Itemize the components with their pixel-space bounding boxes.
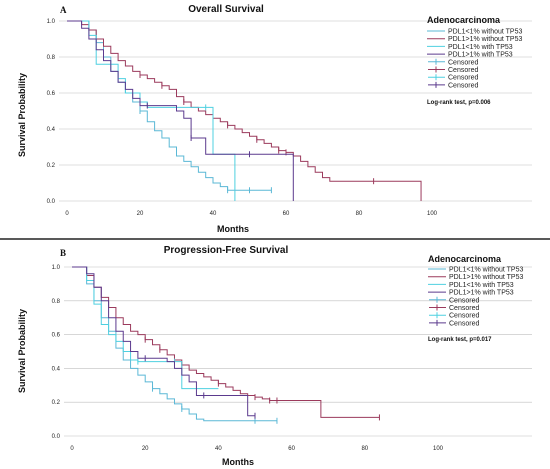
panel-a: A Overall Survival Survival Probability …: [17, 4, 532, 234]
panel-b-legend-label: PDL1<1% with TP53: [449, 282, 514, 289]
panel-a-x-tick-label: 20: [137, 211, 144, 217]
panel-a-y-label: Survival Probability: [17, 73, 27, 157]
panel-a-plot: [67, 20, 422, 201]
panel-b-logrank: Log-rank test, p=0.017: [428, 337, 492, 343]
panel-a-logrank: Log-rank test, p=0.006: [427, 100, 491, 106]
panel-b-x-tick-label: 80: [361, 446, 368, 452]
panel-a-legend: Adenocarcinoma PDL1<1% without TP53PDL1>…: [427, 15, 522, 106]
panel-a-y-tick-label: 1.0: [47, 19, 56, 25]
panel-a-legend-label: Censored: [448, 59, 478, 66]
panel-a-legend-label: Censored: [448, 75, 478, 82]
panel-b-y-tick-label: 0.8: [52, 299, 61, 305]
panel-b-legend-label: Censored: [449, 297, 479, 304]
panel-b-y-tick-label: 0.2: [52, 400, 61, 406]
panel-b-plot: [72, 266, 380, 424]
panel-b-legend-label: Censored: [449, 320, 479, 327]
panel-a-legend-title: Adenocarcinoma: [427, 15, 501, 25]
panel-a-y-tick-label: 0.0: [47, 199, 56, 205]
panel-b-x-ticks: 0 20 40 60 80 100: [70, 446, 443, 452]
panel-b-legend: Adenocarcinoma PDL1<1% without TP53PDL1>…: [428, 254, 523, 343]
panel-b-y-tick-label: 1.0: [52, 265, 61, 271]
panel-b: B Progression-Free Survival Survival Pro…: [17, 245, 532, 467]
panel-b-x-tick-label: 20: [142, 446, 149, 452]
panel-a-y-tick-label: 0.2: [47, 163, 56, 169]
panel-a-x-ticks: 0 20 40 60 80 100: [65, 211, 437, 217]
panel-b-legend-label: Censored: [449, 305, 479, 312]
panel-a-x-tick-label: 40: [210, 211, 217, 217]
panel-b-legend-title: Adenocarcinoma: [428, 254, 502, 264]
panel-a-legend-label: PDL1>1% without TP53: [448, 36, 522, 43]
panel-b-y-tick-label: 0.4: [52, 366, 61, 372]
panel-a-legend-label: PDL1>1% with TP53: [448, 52, 513, 59]
panel-b-y-tick-label: 0.0: [52, 434, 61, 440]
panel-b-y-ticks: 0.0 0.2 0.4 0.6 0.8 1.0: [52, 265, 61, 440]
panel-a-x-tick-label: 60: [283, 211, 290, 217]
panel-a-legend-label: PDL1<1% with TP53: [448, 44, 513, 51]
panel-b-legend-label: PDL1>1% with TP53: [449, 290, 514, 297]
panel-a-y-tick-label: 0.8: [47, 55, 56, 61]
panel-b-y-tick-label: 0.6: [52, 333, 61, 339]
panel-b-y-label: Survival Probability: [17, 309, 27, 393]
panel-b-x-tick-label: 0: [70, 446, 74, 452]
panel-a-series-1-line: [67, 20, 272, 191]
panel-a-y-tick-label: 0.4: [47, 127, 56, 133]
panel-a-title: Overall Survival: [188, 4, 264, 15]
panel-a-x-label: Months: [217, 224, 249, 234]
panel-a-y-tick-label: 0.6: [47, 91, 56, 97]
panel-a-letter: A: [60, 5, 67, 15]
panel-b-x-tick-label: 60: [288, 446, 295, 452]
panel-a-x-tick-label: 0: [65, 211, 69, 217]
panel-a-legend-label: PDL1<1% without TP53: [448, 29, 522, 36]
panel-b-letter: B: [60, 248, 66, 258]
panel-b-series-4-line: [72, 266, 255, 417]
panel-b-legend-label: PDL1>1% without TP53: [449, 274, 523, 281]
panel-b-legend-label: PDL1<1% without TP53: [449, 267, 523, 274]
panel-b-grid: [64, 266, 532, 437]
panel-a-legend-label: Censored: [448, 67, 478, 74]
panel-a-x-tick-label: 80: [356, 211, 363, 217]
panel-a-x-tick-label: 100: [427, 211, 438, 217]
panel-b-x-tick-label: 100: [433, 446, 444, 452]
panel-b-legend-label: Censored: [449, 313, 479, 320]
panel-b-x-label: Months: [222, 457, 254, 467]
panel-a-legend-label: Censored: [448, 82, 478, 89]
panel-b-title: Progression-Free Survival: [164, 245, 289, 256]
panel-a-series-2-line: [67, 20, 422, 201]
panel-a-y-ticks: 0.0 0.2 0.4 0.6 0.8 1.0: [47, 19, 56, 205]
panel-b-x-tick-label: 40: [215, 446, 222, 452]
